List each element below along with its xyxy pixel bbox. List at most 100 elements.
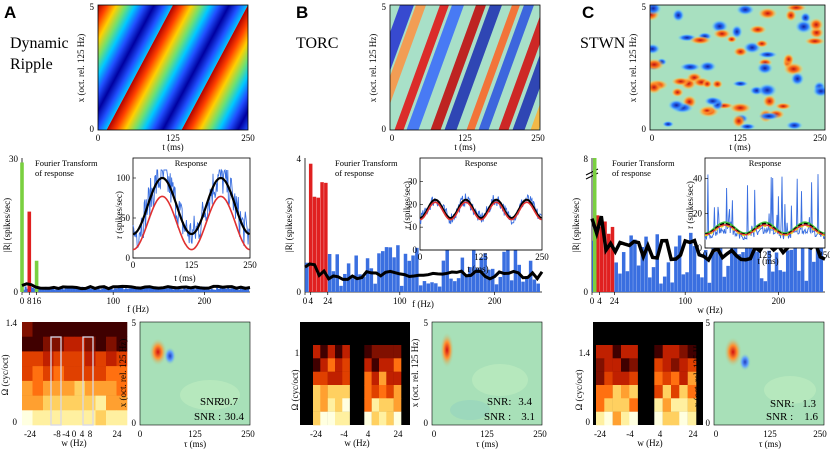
- spectrum-bar: [33, 288, 36, 292]
- hm-y-tick-top: 1.4: [6, 318, 18, 328]
- spectrum-bar: [117, 287, 120, 292]
- heatmap-cell: [85, 395, 96, 411]
- heatmap-cell: [379, 345, 387, 359]
- spectrum-bar: [737, 254, 742, 292]
- strf-x-tick-1: 125: [188, 429, 202, 439]
- heatmap-cell: [342, 385, 350, 399]
- stimulus-name: STWN: [580, 35, 626, 52]
- inset-x-tick-label: 0: [131, 260, 136, 270]
- spectrum-peak-bar: [34, 260, 39, 292]
- heatmap-cell: [679, 411, 688, 426]
- heatmap-cell: [32, 366, 44, 382]
- stwn-blob: [667, 99, 685, 111]
- spectrum-x-tick-label: 0: [303, 296, 308, 306]
- heatmap-cell: [612, 398, 622, 412]
- heatmap-cell: [629, 398, 638, 412]
- response-raw-trace: [704, 174, 825, 241]
- spectrum-bar: [774, 252, 779, 292]
- heatmap-cell: [53, 322, 65, 337]
- y-tick-top: 5: [642, 2, 647, 12]
- heatmap-cell: [320, 398, 328, 412]
- response-model-black: [705, 222, 825, 235]
- spectrum-x-tick-label: 200: [488, 296, 502, 306]
- y-tick-top: 5: [382, 2, 387, 12]
- spectrum-bar: [415, 247, 419, 292]
- spectrum-bar: [190, 288, 193, 292]
- spectrum-bar: [396, 245, 400, 292]
- strf-modulation-heatmap: 1.4 0 Ω (cyc/oct) -24 -4 4 24 w (Hz): [290, 322, 410, 448]
- response-spectrum: 4 0 |R| (spikes/sec) 0 4 24 100 200 f (Hz) F…: [284, 154, 544, 309]
- spectrum-bar: [241, 287, 244, 292]
- spectrum-bar: [456, 278, 461, 292]
- heatmap-cell: [371, 411, 380, 426]
- heatmap-cell: [629, 358, 638, 372]
- spectrum-bar: [610, 226, 615, 292]
- heatmap-cell: [687, 345, 697, 359]
- spectrum-bar: [513, 246, 518, 292]
- panel-b: B TORC 5 0: [284, 2, 549, 449]
- spectrum-bar: [114, 288, 117, 292]
- spectrum-bar: [152, 287, 155, 292]
- spectrum-bar: [380, 251, 385, 292]
- spectrum-bar: [70, 287, 73, 292]
- heatmap-cell: [116, 336, 128, 352]
- spectrum-bar: [715, 251, 719, 292]
- heatmap-cell: [74, 410, 86, 426]
- spectrum-bar: [437, 286, 442, 292]
- heatmap-cell: [32, 336, 44, 352]
- spectrum-bar: [677, 235, 682, 292]
- spectrum-bar: [812, 261, 816, 292]
- inset-y-label: r (spikes/sec): [685, 181, 695, 229]
- spectrum-bar: [185, 288, 188, 292]
- stwn-blob: [650, 43, 661, 55]
- heatmap-cell: [64, 410, 75, 426]
- heatmap-cell: [604, 345, 613, 359]
- spectrum-bar: [603, 221, 607, 292]
- spectrum-bar: [130, 288, 133, 292]
- heatmap-cell: [679, 385, 688, 399]
- spectrum-bar: [670, 282, 674, 292]
- strf-y-tick-top: 5: [424, 318, 429, 328]
- heatmap-cell: [671, 411, 680, 426]
- heatmap-cell: [335, 358, 343, 372]
- heatmap-cell: [604, 358, 613, 372]
- response-model-red: [705, 224, 825, 236]
- snr-value: 3.4: [518, 396, 532, 408]
- noise-floor-line: [304, 262, 544, 282]
- stwn-blob: [732, 80, 749, 87]
- heatmap-cell: [32, 351, 44, 367]
- heatmap-cell: [335, 385, 343, 399]
- heatmap-cell: [313, 358, 321, 372]
- inset-x-tick-label: 250: [535, 252, 549, 262]
- spectrum-y-label: |R| (spikes/sec): [571, 198, 581, 252]
- spectrum-bar: [31, 287, 34, 292]
- spectrum-bar: [521, 281, 525, 292]
- spectrum-bar: [316, 197, 321, 292]
- heatmap-cell: [64, 380, 75, 396]
- spectrum-bar: [141, 288, 144, 292]
- spectrum-x-tick-label: 0: [20, 296, 25, 306]
- x-axis-label: t (ms): [162, 142, 183, 152]
- spectrum-bar: [726, 265, 730, 292]
- heatmap-cell: [43, 410, 54, 426]
- spectrum-bar: [422, 281, 427, 292]
- spectrum-bar: [305, 262, 309, 292]
- heatmap-cell: [662, 345, 672, 359]
- spectrum-bar: [674, 246, 678, 292]
- spectrum-bar: [216, 287, 219, 292]
- heatmap-cell: [654, 345, 663, 359]
- heatmap-cell: [662, 358, 672, 372]
- spectrum-bar: [453, 281, 457, 292]
- spectrum-bar: [143, 286, 146, 292]
- spectrum-bar: [517, 264, 521, 292]
- heatmap-cell: [335, 398, 343, 412]
- stwn-blob: [702, 79, 713, 89]
- spectrum-bar: [148, 287, 151, 292]
- heatmap-cell: [604, 411, 613, 426]
- heatmap-cell: [43, 366, 54, 382]
- spectrum-x-ticks: 0 4 24 100 200: [303, 292, 502, 306]
- spectrum-bar: [95, 287, 98, 292]
- heatmap-cell: [612, 345, 622, 359]
- heatmap-cell: [654, 371, 663, 386]
- inset-y-tick-label: 100: [117, 173, 131, 183]
